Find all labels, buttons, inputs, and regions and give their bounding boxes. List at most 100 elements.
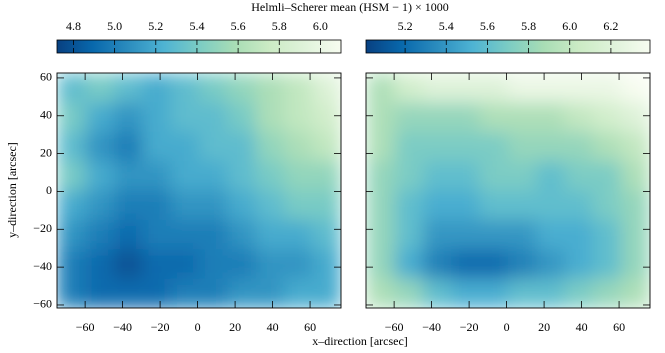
heatmap-cell [312, 249, 341, 280]
heatmap-cell [422, 190, 452, 221]
heatmap-cell [284, 102, 314, 133]
heatmap-cell [170, 161, 200, 192]
heatmap-cell [564, 249, 594, 280]
heatmap-cell [199, 190, 228, 221]
heatmap-cell [85, 190, 115, 221]
heatmap-cell [394, 73, 424, 103]
colorbar-tick-label: 5.4 [439, 19, 454, 33]
x-tick-label: 60 [304, 320, 316, 334]
colorbar-tick-label: 5.0 [107, 19, 122, 33]
heatmap-cell [142, 73, 172, 103]
heatmap-cell [227, 131, 257, 162]
heatmap-cell [394, 131, 424, 162]
x-tick-label: −60 [76, 320, 95, 334]
heatmap-cell [199, 249, 228, 280]
x-tick-label: 20 [538, 320, 550, 334]
heatmap-cell [536, 278, 566, 308]
x-tick-label: −20 [460, 320, 479, 334]
plot-frame [365, 72, 651, 309]
heatmap-cell [451, 131, 481, 162]
heatmap-cell [142, 131, 172, 162]
heatmap-cell [422, 102, 452, 133]
heatmap-cell [85, 131, 115, 162]
y-tick-label: −40 [33, 259, 52, 273]
chart-title: Helmli–Scherer mean (HSM − 1) × 1000 [251, 0, 449, 14]
heatmap-cell [621, 190, 650, 221]
heatmap-cell [564, 161, 594, 192]
colorbar-tick-label: 5.8 [521, 19, 536, 33]
heatmap-cell [199, 131, 228, 162]
heatmap-cell [85, 219, 115, 250]
heatmap-cell [366, 161, 395, 192]
heatmap-cell [564, 73, 594, 103]
heatmap-cell [536, 219, 566, 250]
heatmap-cell [621, 131, 650, 162]
colorbar-tick-label: 5.8 [272, 19, 287, 33]
heatmap-cell [536, 102, 566, 133]
heatmap-cell [113, 73, 143, 103]
colorbar-tick-label: 5.2 [398, 19, 413, 33]
heatmap-cell [451, 219, 481, 250]
y-axis-label: y–direction [arcsec] [5, 142, 19, 238]
x-tick-label: −40 [422, 320, 441, 334]
heatmap-cell [170, 249, 200, 280]
heatmap-cell [451, 102, 481, 133]
colorbar-tick-label: 5.6 [231, 19, 246, 33]
x-tick-label: 20 [229, 320, 241, 334]
heatmap-cell [366, 73, 395, 103]
heatmap-cell [394, 161, 424, 192]
heatmap-cell [621, 249, 650, 280]
heatmap-cell [593, 190, 623, 221]
heatmap-cell [113, 190, 143, 221]
heatmap-cell [366, 278, 395, 308]
heatmap-cell [479, 278, 509, 308]
x-tick-label: 40 [267, 320, 279, 334]
heatmap-cell [170, 190, 200, 221]
heatmap-cell [57, 190, 86, 221]
heatmap-cell [312, 73, 341, 103]
heatmap-cell [479, 249, 509, 280]
x-tick-label: 40 [576, 320, 588, 334]
heatmap-cell [85, 249, 115, 280]
heatmap-cell [312, 278, 341, 308]
colorbar-tick-label: 5.6 [480, 19, 495, 33]
heatmap-cell [142, 190, 172, 221]
heatmap-cell [142, 102, 172, 133]
heatmap-cell [113, 249, 143, 280]
heatmap-cell [394, 249, 424, 280]
heatmap-cell [57, 249, 86, 280]
colorbar-tick-label: 5.4 [189, 19, 204, 33]
heatmap-cell [57, 161, 86, 192]
heatmap-cell [142, 161, 172, 192]
heatmap-cell [170, 131, 200, 162]
colorbar [56, 39, 342, 54]
x-tick-label: 0 [195, 320, 201, 334]
heatmap-cell [57, 73, 86, 103]
heatmap-cell [508, 161, 537, 192]
heatmap-cell [284, 190, 314, 221]
heatmap-cell [593, 219, 623, 250]
heatmap-cell [57, 278, 86, 308]
heatmap-cell [284, 73, 314, 103]
heatmap-cell [227, 278, 257, 308]
colorbar-tick-label: 6.0 [313, 19, 328, 33]
x-tick-label: −20 [151, 320, 170, 334]
heatmap-cell [422, 73, 452, 103]
heatmap-cell [312, 131, 341, 162]
y-tick-label: 60 [40, 70, 52, 84]
heatmap-cell [227, 102, 257, 133]
heatmap-cell [508, 190, 537, 221]
heatmap-cell [366, 131, 395, 162]
heatmap-cell [593, 278, 623, 308]
heatmap-cell [85, 102, 115, 133]
heatmap-cell [564, 219, 594, 250]
heatmap-cell [422, 249, 452, 280]
heatmap-cell [284, 131, 314, 162]
heatmap-cell [621, 102, 650, 133]
colorbar [365, 39, 651, 54]
heatmap-cell [593, 249, 623, 280]
heatmap-cell [227, 249, 257, 280]
x-axis-label: x–direction [arcsec] [312, 334, 408, 348]
